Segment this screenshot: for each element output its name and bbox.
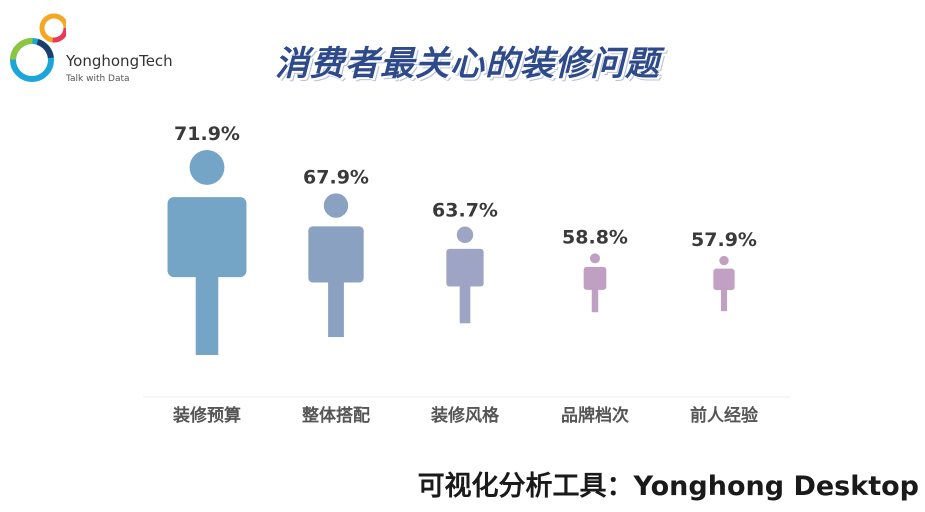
chart-title: 消费者最关心的装修问题 xyxy=(275,44,660,84)
value-label: 67.9% xyxy=(303,166,369,188)
logo-brand-text: YonghongTech xyxy=(66,52,173,70)
category-label: 整体搭配 xyxy=(302,405,370,426)
footer-tool-credit: 可视化分析工具：Yonghong Desktop xyxy=(417,471,919,502)
figure-装修风格 xyxy=(446,226,484,324)
yonghong-logo: YonghongTech Talk with Data xyxy=(6,8,196,88)
figure-leg xyxy=(195,275,219,355)
figure-head xyxy=(719,255,729,266)
figure-body xyxy=(713,268,735,291)
value-label: 63.7% xyxy=(432,200,498,222)
category-label: 品牌档次 xyxy=(561,405,629,426)
figure-head xyxy=(323,193,349,218)
figure-装修预算 xyxy=(167,150,247,355)
figure-品牌档次 xyxy=(583,253,607,313)
figure-head xyxy=(589,253,601,264)
figure-head xyxy=(456,226,474,244)
value-label: 58.8% xyxy=(562,226,628,248)
value-label: 71.9% xyxy=(174,123,240,145)
figure-head xyxy=(189,150,225,185)
figure-前人经验 xyxy=(713,255,735,312)
figure-整体搭配 xyxy=(308,193,364,338)
figure-body xyxy=(583,266,607,290)
logo-tagline: Talk with Data xyxy=(66,74,130,84)
figure-body xyxy=(446,248,484,287)
figure-leg xyxy=(459,284,471,324)
figure-body xyxy=(308,226,364,283)
figure-leg xyxy=(591,287,599,313)
category-label: 装修风格 xyxy=(430,405,500,426)
figure-body xyxy=(167,197,247,278)
category-label: 前人经验 xyxy=(690,405,759,426)
value-label: 57.9% xyxy=(691,229,757,251)
figure-leg xyxy=(328,280,344,338)
figure-leg xyxy=(720,288,728,312)
category-label: 装修预算 xyxy=(172,405,241,426)
